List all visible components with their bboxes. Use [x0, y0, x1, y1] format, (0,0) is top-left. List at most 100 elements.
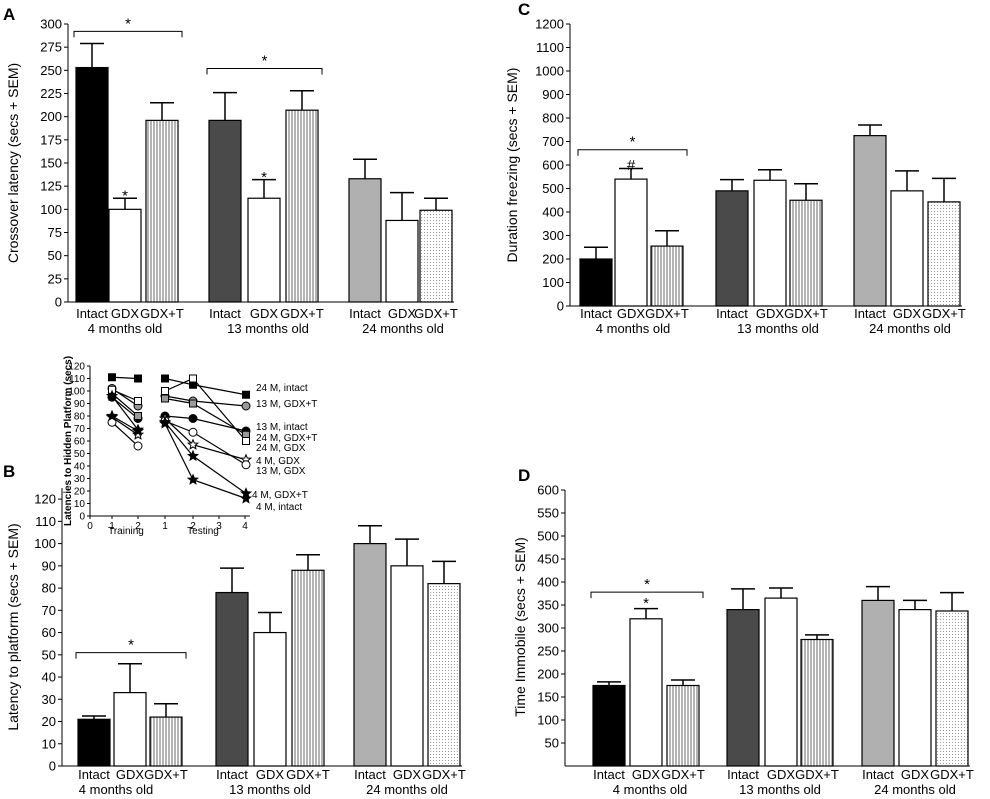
significance-mark: *	[128, 637, 134, 654]
category-label: GDX	[111, 306, 140, 321]
inset-x-group-label: Testing	[187, 526, 219, 537]
y-axis-title: Time Immobile (secs + SEM)	[512, 537, 528, 717]
category-label: GDX	[116, 767, 145, 782]
inset-series	[105, 389, 253, 504]
y-tick-label: 75	[48, 225, 62, 240]
y-tick-label: 100	[34, 536, 56, 551]
category-label: Intact	[76, 306, 108, 321]
bar	[353, 542, 387, 767]
significance-bracket	[590, 591, 704, 599]
y-tick-label: 70	[42, 603, 56, 618]
group-label: 24 months old	[362, 321, 444, 336]
significance-mark: *	[125, 15, 131, 32]
inset-series-line	[164, 423, 247, 500]
group-label: 4 months old	[88, 321, 162, 336]
y-tick-label: 500	[537, 529, 559, 544]
category-label: Intact	[716, 306, 748, 321]
inset-series-line	[164, 418, 247, 461]
panel-letter: A	[3, 5, 15, 24]
significance-bracket	[577, 149, 688, 156]
y-tick-label: 90	[42, 558, 56, 573]
bar	[291, 569, 325, 767]
inset-y-tick-label: 30	[74, 474, 86, 485]
y-tick-label: 400	[537, 575, 559, 590]
group-label: 13 months old	[737, 321, 819, 336]
inset-x-tick-label: 1	[162, 521, 168, 532]
inset-y-axis-title: Latencies to Hidden Platform (secs)	[63, 356, 74, 526]
bar	[629, 618, 663, 767]
y-tick-label: 60	[42, 625, 56, 640]
bar	[253, 631, 287, 767]
y-tick-label: 200	[40, 109, 62, 124]
y-tick-label: 110	[35, 514, 56, 529]
inset-marker	[105, 409, 119, 422]
significance-mark: *	[630, 134, 636, 151]
y-tick-label: 1000	[535, 64, 564, 79]
group-label: 13 months old	[227, 321, 309, 336]
bar	[853, 135, 887, 307]
y-tick-label: 450	[537, 552, 559, 567]
category-label: GDX	[393, 767, 422, 782]
bar	[579, 258, 613, 307]
group-label: 24 months old	[366, 782, 448, 797]
inset-series-line	[111, 421, 139, 447]
category-label: GDX	[632, 767, 661, 782]
category-label: Intact	[78, 767, 110, 782]
inset-y-tick-label: 10	[74, 499, 86, 510]
bar	[145, 119, 179, 303]
y-tick-label: 100	[537, 713, 559, 728]
inset-marker	[133, 441, 143, 451]
inset-x-tick-label: 3	[216, 521, 222, 532]
bar	[108, 208, 142, 303]
y-tick-label: 200	[542, 252, 564, 267]
inset-series-line	[164, 377, 247, 396]
y-tick-label: 550	[537, 506, 559, 521]
inset-series-label: 13 M, intact	[256, 422, 308, 433]
category-label: GDX	[617, 306, 646, 321]
y-tick-label: 250	[40, 63, 62, 78]
category-label: GDX+T	[784, 306, 828, 321]
bar	[149, 716, 183, 767]
category-label: GDX	[256, 767, 285, 782]
category-label: Intact	[854, 306, 886, 321]
inset-marker	[188, 427, 198, 437]
y-tick-label: 350	[537, 598, 559, 613]
category-label: GDX+T	[645, 306, 689, 321]
category-label: Intact	[593, 767, 625, 782]
inset-marker	[241, 460, 251, 470]
y-tick-label: 0	[49, 759, 56, 774]
inset-marker	[241, 401, 251, 411]
inset-x-tick-label: 1	[109, 521, 115, 532]
y-tick-label: 50	[42, 647, 56, 662]
y-tick-label: 300	[537, 621, 559, 636]
bar	[215, 591, 249, 767]
y-tick-label: 800	[542, 111, 564, 126]
inset-series-line	[111, 389, 139, 402]
y-tick-label: 50	[48, 248, 62, 263]
category-label: GDX+T	[144, 767, 188, 782]
group-label: 24 months old	[874, 782, 956, 797]
bar	[800, 638, 834, 767]
inset-marker	[134, 374, 142, 383]
inset-series-line	[111, 393, 139, 417]
inset-marker	[131, 428, 145, 440]
y-tick-label: 275	[40, 40, 62, 55]
bar	[890, 190, 924, 307]
y-tick-label: 30	[42, 692, 56, 707]
y-tick-label: 150	[40, 156, 62, 171]
inset-marker	[186, 473, 200, 485]
bar	[208, 119, 242, 303]
significance-mark: *	[644, 576, 650, 593]
bar	[935, 610, 969, 767]
inset-marker	[134, 397, 142, 405]
bar	[927, 201, 961, 307]
y-tick-label: 125	[40, 179, 62, 194]
inset-x-tick-label: 4	[242, 521, 248, 532]
category-label: Intact	[580, 306, 612, 321]
bar	[247, 197, 281, 303]
panel-letter: C	[518, 0, 530, 19]
category-label: Intact	[862, 767, 894, 782]
inset-marker	[134, 412, 142, 420]
category-label: Intact	[727, 767, 759, 782]
